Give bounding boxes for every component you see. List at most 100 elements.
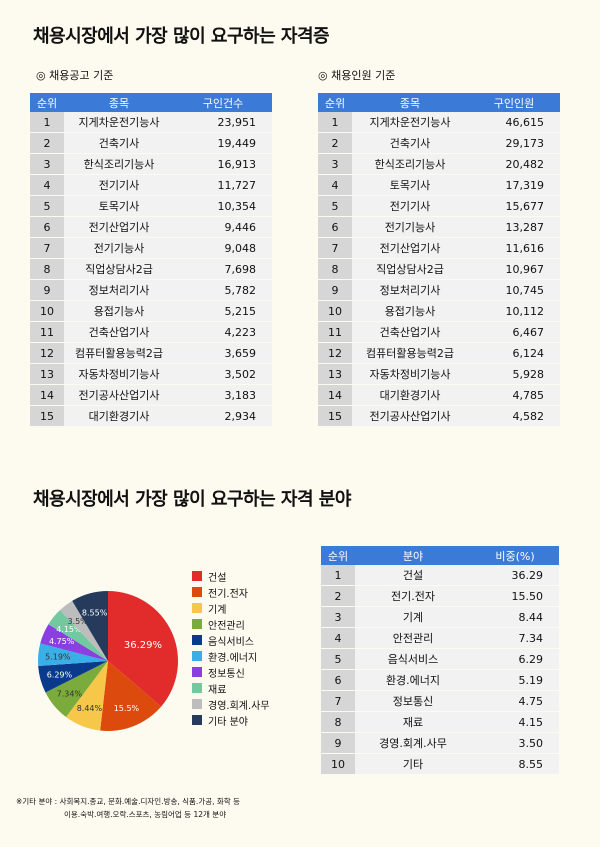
rank-cell: 15 — [30, 405, 64, 427]
name-cell: 한식조리기능사 — [64, 153, 174, 175]
table-row: 6 환경.에너지 5.19 — [321, 669, 559, 691]
name-cell: 용접기능사 — [352, 300, 468, 322]
name-cell: 건축기사 — [64, 132, 174, 154]
legend-label: 전기.전자 — [208, 588, 248, 600]
legend-swatch — [192, 619, 202, 629]
pie-slice-label: 6.29% — [47, 670, 73, 679]
name-cell: 전기.전자 — [355, 585, 471, 607]
rank-cell: 14 — [30, 384, 64, 406]
name-cell: 한식조리기능사 — [352, 153, 468, 175]
table-row: 8 직업상담사2급 10,967 — [318, 258, 560, 280]
value-cell: 4,785 — [468, 384, 560, 406]
name-cell: 전기기사 — [352, 195, 468, 217]
legend-label: 정보통신 — [208, 668, 245, 680]
table-row: 7 전기산업기사 11,616 — [318, 237, 560, 259]
footnote-line-2: 이용.숙박.여행.오락.스포츠, 농림어업 등 12개 분야 — [64, 810, 227, 819]
name-cell: 안전관리 — [355, 627, 471, 649]
legend-item: 기계 — [192, 600, 270, 616]
value-cell: 36.29 — [471, 565, 559, 586]
value-cell: 3,183 — [174, 384, 272, 406]
table-row: 8 재료 4.15 — [321, 711, 559, 733]
header-item: 종목 — [352, 93, 468, 112]
table-row: 15 전기공사산업기사 4,582 — [318, 405, 560, 427]
value-cell: 17,319 — [468, 174, 560, 196]
pie-slice-label: 5.19% — [45, 652, 71, 661]
rank-cell: 5 — [30, 195, 64, 217]
rank-cell: 10 — [321, 753, 355, 775]
value-cell: 9,048 — [174, 237, 272, 259]
value-cell: 19,449 — [174, 132, 272, 154]
legend-label: 음식서비스 — [208, 636, 254, 648]
legend-swatch — [192, 635, 202, 645]
name-cell: 전기기사 — [64, 174, 174, 196]
rank-cell: 1 — [30, 112, 64, 133]
table-row: 4 토목기사 17,319 — [318, 174, 560, 196]
left-table-subtitle: ◎ 채용공고 기준 — [36, 69, 114, 82]
name-cell: 지게차운전기능사 — [352, 112, 468, 133]
value-cell: 13,287 — [468, 216, 560, 238]
pie-slice-label: 8.55% — [82, 608, 108, 617]
name-cell: 전기공사산업기사 — [352, 405, 468, 427]
rank-cell: 2 — [30, 132, 64, 154]
legend-label: 환경.에너지 — [208, 652, 258, 664]
legend-label: 기타 분야 — [208, 716, 248, 728]
pie-slice — [66, 661, 108, 731]
value-cell: 15,677 — [468, 195, 560, 217]
pie-slice-label: 4.15% — [56, 625, 82, 634]
name-cell: 기타 — [355, 753, 471, 775]
table-row: 5 토목기사 10,354 — [30, 195, 272, 217]
header-field: 분야 — [355, 546, 471, 565]
rank-cell: 6 — [321, 669, 355, 691]
table-row: 14 전기공사산업기사 3,183 — [30, 384, 272, 406]
legend-item: 재료 — [192, 680, 270, 696]
rank-cell: 5 — [321, 648, 355, 670]
rank-cell: 2 — [321, 585, 355, 607]
name-cell: 정보통신 — [355, 690, 471, 712]
rank-cell: 10 — [318, 300, 352, 322]
pie-slice-label: 7.34% — [57, 689, 83, 698]
table-row: 1 지게차운전기능사 23,951 — [30, 112, 272, 133]
value-cell: 5,215 — [174, 300, 272, 322]
pie-slice-label: 3.5% — [67, 617, 88, 626]
value-cell: 29,173 — [468, 132, 560, 154]
value-cell: 20,482 — [468, 153, 560, 175]
pie-slice — [38, 643, 108, 667]
name-cell: 전기산업기사 — [64, 216, 174, 238]
name-cell: 건설 — [355, 565, 471, 586]
footnote: ※기타 분야 : 사회복지.종교, 문화.예술.디자인.방송, 식품.가공, 화… — [16, 795, 240, 821]
rank-cell: 7 — [321, 690, 355, 712]
legend-swatch — [192, 651, 202, 661]
value-cell: 23,951 — [174, 112, 272, 133]
rank-cell: 11 — [30, 321, 64, 343]
name-cell: 자동차정비기능사 — [64, 363, 174, 385]
value-cell: 5,782 — [174, 279, 272, 301]
name-cell: 토목기사 — [352, 174, 468, 196]
rank-cell: 4 — [30, 174, 64, 196]
rank-cell: 10 — [30, 300, 64, 322]
value-cell: 16,913 — [174, 153, 272, 175]
rank-cell: 4 — [318, 174, 352, 196]
table-row: 11 건축산업기사 4,223 — [30, 321, 272, 343]
value-cell: 10,354 — [174, 195, 272, 217]
pie-legend: 건설 전기.전자 기계 안전관리 음식서비스 환경.에너지 정보통신 재료 경영.회계.사무 기타… — [192, 568, 270, 728]
pie-slice — [45, 661, 108, 718]
value-cell: 46,615 — [468, 112, 560, 133]
pie-slice-label: 8.44% — [77, 704, 103, 713]
rank-cell: 13 — [318, 363, 352, 385]
table-row: 10 용접기능사 10,112 — [318, 300, 560, 322]
rank-cell: 2 — [318, 132, 352, 154]
pie-slice-label: 36.29% — [124, 640, 162, 651]
right-table-subtitle: ◎ 채용인원 기준 — [318, 69, 396, 82]
table-row: 11 건축산업기사 6,467 — [318, 321, 560, 343]
name-cell: 전기산업기사 — [352, 237, 468, 259]
rank-cell: 9 — [321, 732, 355, 754]
table-row: 1 지게차운전기능사 46,615 — [318, 112, 560, 133]
table-row: 4 안전관리 7.34 — [321, 627, 559, 649]
rank-cell: 8 — [318, 258, 352, 280]
legend-item: 음식서비스 — [192, 632, 270, 648]
field-share-pie-chart: 36.29% 15.5% 8.44% 7.34% 6.29% 5.19% 4.75% 4.15… — [38, 591, 178, 731]
header-rank: 순위 — [318, 93, 352, 112]
table-row: 9 정보처리기사 5,782 — [30, 279, 272, 301]
field-share-table: 순위 분야 비중(%) 1 건설 36.29 2 전기.전자 15.50 3 기계 8.44 4 안… — [321, 546, 559, 775]
legend-item: 경영.회계.사무 — [192, 696, 270, 712]
